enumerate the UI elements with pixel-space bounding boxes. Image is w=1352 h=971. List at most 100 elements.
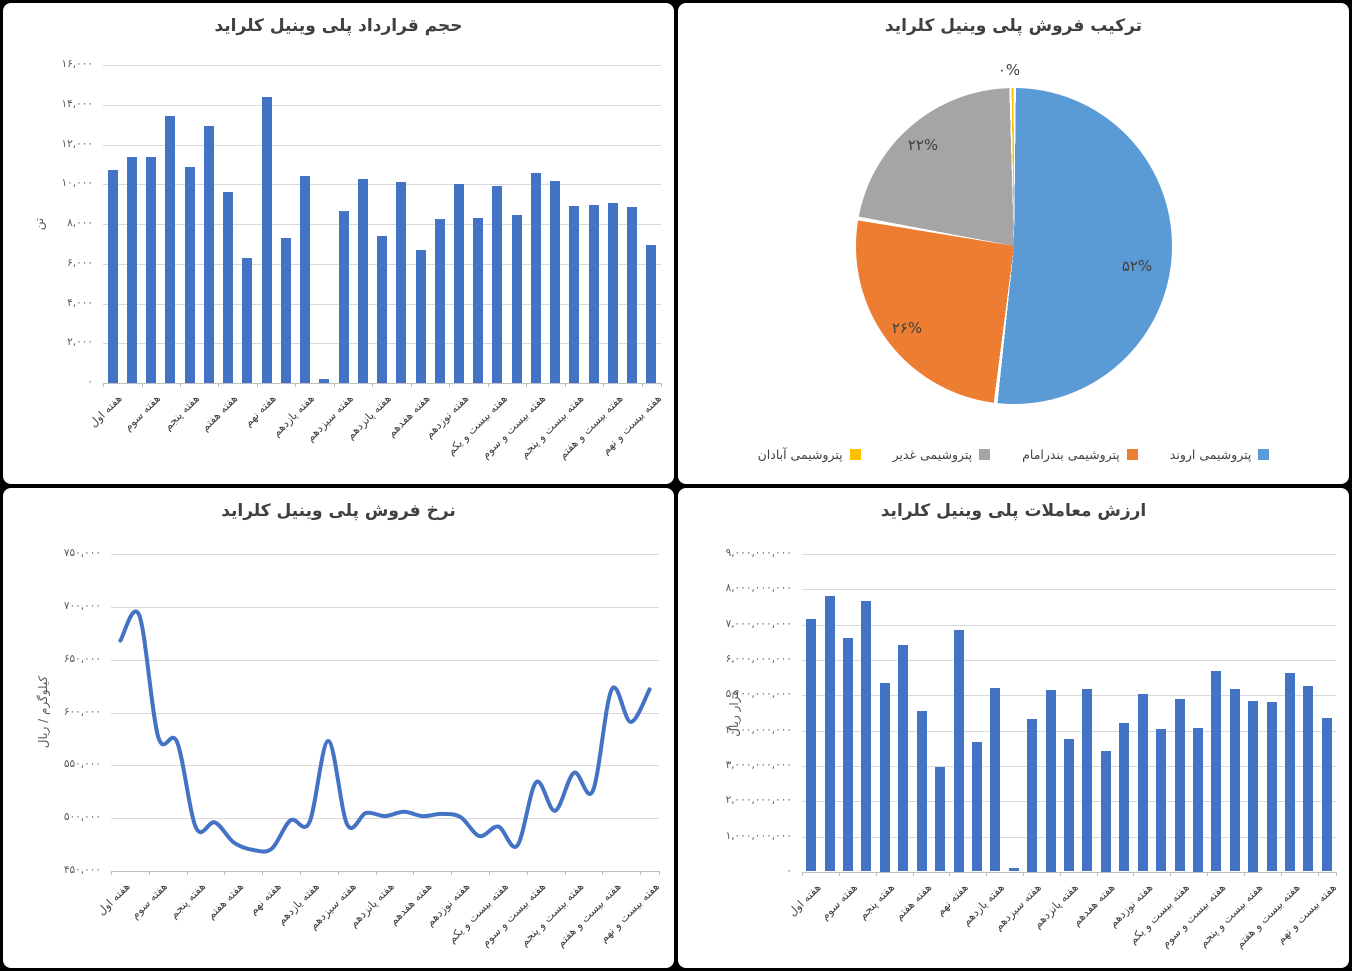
line-plot	[118, 609, 652, 854]
category-tick	[640, 870, 642, 875]
y-tick-label: ۴,۰۰۰	[67, 297, 93, 309]
category-tick	[488, 870, 490, 875]
category-tick	[949, 871, 951, 876]
gridline	[111, 764, 659, 766]
y-tick-label: ۵۰۰,۰۰۰	[63, 810, 101, 823]
category-tick	[1317, 871, 1319, 876]
category-tick	[337, 870, 339, 875]
chart-title: ترکیب فروش پلی وینیل کلراید	[884, 16, 1143, 36]
y-tick-label: ۰	[786, 864, 792, 877]
bar	[203, 125, 214, 383]
bar	[530, 173, 541, 383]
category-tick	[802, 871, 803, 876]
bar	[184, 167, 195, 383]
bar	[935, 766, 946, 872]
bar	[1211, 671, 1222, 872]
category-tick	[912, 871, 914, 876]
legend-label: پتروشیمی آبادان	[757, 447, 843, 462]
pie-percent-label: ۵۲%	[1121, 257, 1153, 275]
legend-swatch	[1258, 449, 1270, 460]
category-tick	[372, 383, 374, 387]
y-tick-label: ۴۵۰,۰۰۰	[63, 863, 101, 876]
category-tick	[218, 383, 220, 387]
category-tick	[487, 383, 489, 387]
x-tick-label: هفته هفتم	[892, 880, 934, 923]
y-tick-label: ۱۶,۰۰۰	[61, 58, 93, 70]
gridline	[802, 871, 1336, 873]
bar	[1248, 700, 1259, 872]
chart-title: نرخ فروش پلی وینیل کلراید	[221, 500, 456, 521]
bar	[1192, 728, 1203, 872]
bar	[569, 206, 580, 383]
category-tick	[103, 383, 104, 387]
category-tick	[295, 383, 297, 387]
y-tick-label: ۱,۰۰۰,۰۰۰,۰۰۰	[725, 829, 792, 842]
bar	[300, 176, 310, 383]
y-tick-label: ۵,۰۰۰,۰۰۰,۰۰۰	[725, 687, 792, 700]
bar	[627, 207, 638, 383]
y-tick-label: ۴,۰۰۰,۰۰۰,۰۰۰	[725, 723, 792, 736]
pie-graphic	[856, 88, 1172, 404]
category-tick	[602, 870, 604, 875]
category-tick	[641, 383, 643, 387]
category-tick	[1096, 871, 1098, 876]
gridline	[103, 105, 661, 106]
y-tick-label: ۳,۰۰۰,۰۰۰,۰۰۰	[725, 758, 792, 771]
y-tick-label: ۶۵۰,۰۰۰	[63, 652, 101, 665]
x-tick-label: هفته بیست و سوم	[1159, 880, 1229, 950]
bar	[280, 237, 291, 383]
bar	[415, 249, 426, 383]
category-tick	[451, 870, 453, 875]
bar	[1174, 698, 1185, 872]
category-tick	[333, 383, 335, 387]
panel-sales-composition: ترکیب فروش پلی وینیل کلراید ۵۲% ۲۶% ۲۲% ۰% …	[678, 3, 1349, 484]
bar	[126, 157, 137, 383]
category-tick	[375, 870, 377, 875]
x-tick-label: هفته نهم	[241, 392, 279, 430]
pie-legend: پتروشیمی اروند پتروشیمی بندرامام پتروشیمی …	[678, 447, 1349, 462]
category-tick	[186, 870, 188, 875]
bar	[806, 618, 817, 872]
bar	[861, 601, 872, 872]
gridline	[103, 383, 661, 384]
gridline	[111, 606, 659, 608]
y-tick-label: ۷,۰۰۰,۰۰۰,۰۰۰	[725, 617, 792, 630]
category-tick	[1280, 871, 1282, 876]
bar	[550, 181, 561, 383]
bar	[107, 170, 118, 383]
bar	[165, 115, 176, 383]
bar	[1064, 739, 1074, 872]
gridline	[103, 145, 661, 146]
gridline	[103, 224, 661, 225]
y-tick-label: ۲,۰۰۰,۰۰۰,۰۰۰	[725, 793, 792, 806]
chart-title: ارزش معاملات پلی وینیل کلراید	[880, 500, 1147, 521]
bar	[1156, 728, 1167, 872]
category-tick	[256, 383, 258, 387]
y-tick-label: ۰	[87, 376, 93, 388]
category-tick	[111, 870, 112, 875]
bar	[646, 244, 657, 383]
bar	[492, 186, 503, 383]
pie-percent-label: ۲۲%	[907, 136, 939, 154]
x-tick-label: هفته اول	[87, 392, 125, 430]
category-tick	[1133, 871, 1135, 876]
bar	[990, 687, 1001, 872]
line-series	[118, 609, 652, 854]
gridline	[103, 65, 661, 66]
y-tick-label: ۵۵۰,۰۰۰	[63, 757, 101, 770]
bar	[1137, 693, 1148, 872]
category-tick	[141, 383, 143, 387]
x-tick-label: هفته پنجم	[856, 880, 898, 922]
bar	[1100, 751, 1111, 872]
category-tick	[986, 871, 988, 876]
chart-title: حجم قرارداد پلی وینیل کلراید	[214, 16, 463, 36]
category-tick	[1336, 871, 1337, 876]
category-tick	[875, 871, 877, 876]
x-tick-label: هفته بیست و پنجم	[1196, 880, 1266, 950]
bar	[377, 235, 387, 383]
y-tick-label: ۹,۰۰۰,۰۰۰,۰۰۰	[725, 546, 792, 559]
pie-percent-label: ۲۶%	[891, 319, 923, 337]
x-tick-label: هفته هفتم	[198, 392, 241, 434]
y-tick-label: ۶,۰۰۰,۰۰۰,۰۰۰	[725, 652, 792, 665]
